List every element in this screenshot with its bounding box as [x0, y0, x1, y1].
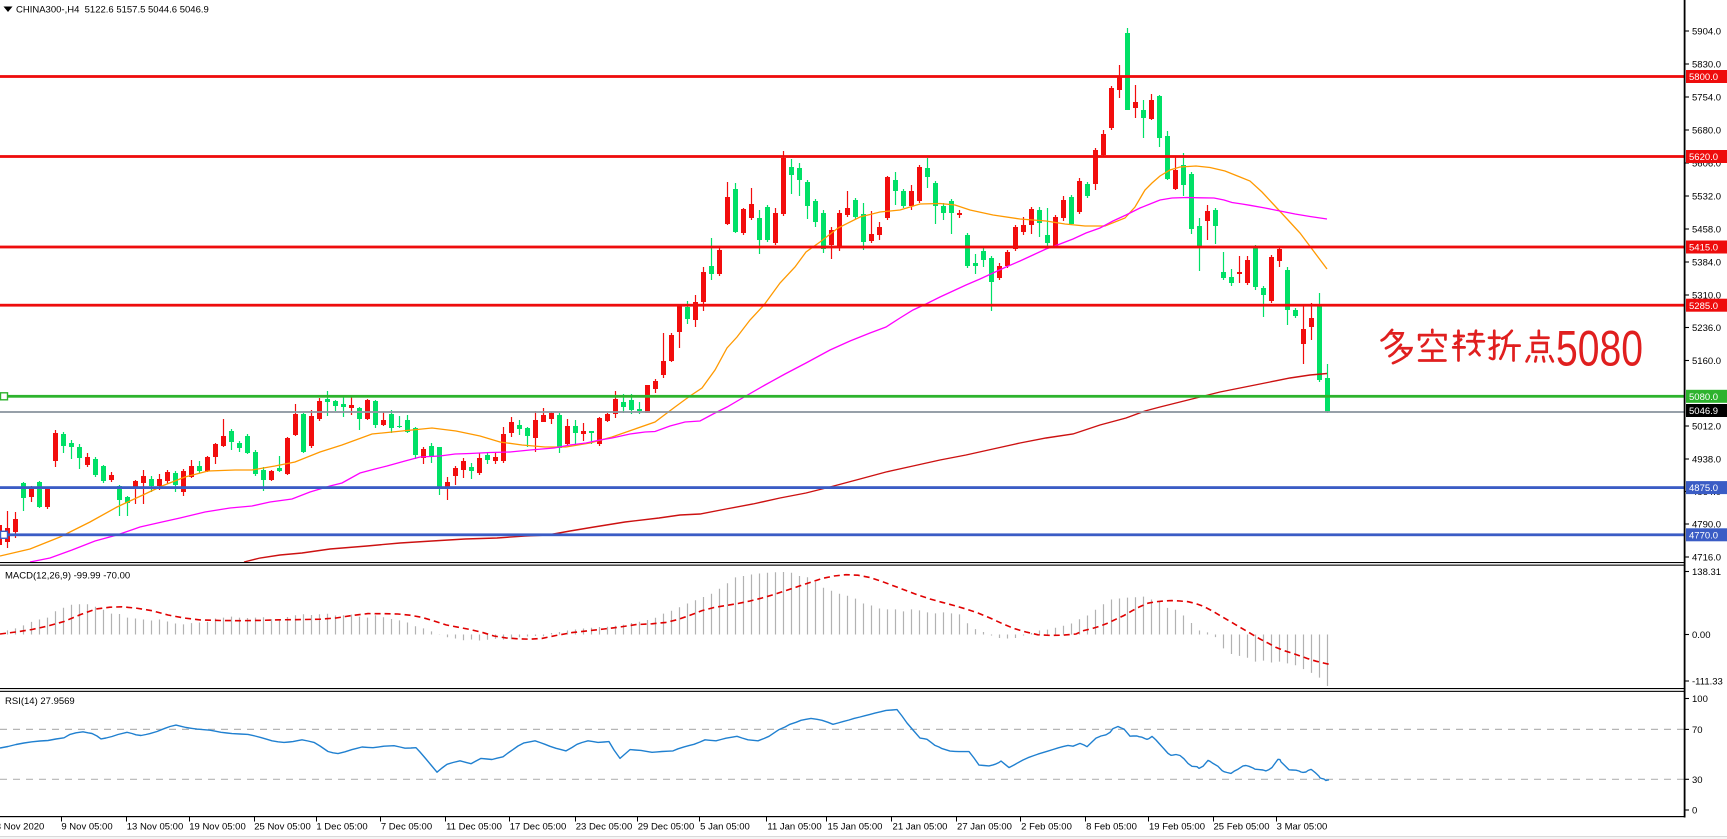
svg-text:19 Nov 05:00: 19 Nov 05:00 — [189, 821, 246, 832]
svg-text:5384.0: 5384.0 — [1692, 258, 1721, 269]
svg-text:-111.33: -111.33 — [1692, 677, 1723, 688]
svg-text:MACD(12,26,9) -99.99 -70.00: MACD(12,26,9) -99.99 -70.00 — [5, 571, 130, 582]
svg-text:4790.0: 4790.0 — [1692, 520, 1721, 531]
svg-text:5680.0: 5680.0 — [1692, 126, 1721, 137]
svg-text:3 Mar 05:00: 3 Mar 05:00 — [1277, 821, 1328, 832]
svg-text:5415.0: 5415.0 — [1689, 243, 1718, 254]
svg-text:138.31: 138.31 — [1692, 567, 1721, 578]
svg-text:5310.0: 5310.0 — [1692, 291, 1721, 302]
svg-text:11 Dec 05:00: 11 Dec 05:00 — [446, 821, 502, 832]
svg-text:9 Nov 05:00: 9 Nov 05:00 — [61, 821, 112, 832]
svg-text:5080.0: 5080.0 — [1689, 392, 1718, 403]
svg-text:5532.0: 5532.0 — [1692, 192, 1721, 203]
svg-text:5904.0: 5904.0 — [1692, 27, 1721, 38]
svg-text:29 Dec 05:00: 29 Dec 05:00 — [638, 821, 695, 832]
svg-text:25 Nov 05:00: 25 Nov 05:00 — [254, 821, 311, 832]
svg-text:2 Feb 05:00: 2 Feb 05:00 — [1021, 821, 1072, 832]
svg-text:100: 100 — [1692, 694, 1708, 705]
svg-text:0: 0 — [1692, 806, 1697, 817]
svg-text:4770.0: 4770.0 — [1689, 530, 1718, 541]
svg-text:5 Jan 05:00: 5 Jan 05:00 — [700, 821, 750, 832]
svg-text:23 Dec 05:00: 23 Dec 05:00 — [576, 821, 633, 832]
svg-text:5800.0: 5800.0 — [1689, 72, 1718, 83]
svg-text:27 Jan 05:00: 27 Jan 05:00 — [957, 821, 1012, 832]
svg-text:5236.0: 5236.0 — [1692, 323, 1721, 334]
svg-text:CHINA300-,H4 5122.6 5157.5 50: CHINA300-,H4 5122.6 5157.5 5044.6 5046.9 — [16, 5, 209, 16]
svg-text:17 Dec 05:00: 17 Dec 05:00 — [510, 821, 567, 832]
svg-text:13 Nov 05:00: 13 Nov 05:00 — [127, 821, 184, 832]
svg-text:5160.0: 5160.0 — [1692, 356, 1721, 367]
svg-text:7 Dec 05:00: 7 Dec 05:00 — [381, 821, 432, 832]
svg-text:70: 70 — [1692, 725, 1703, 736]
svg-text:4875.0: 4875.0 — [1689, 483, 1718, 494]
svg-text:5620.0: 5620.0 — [1689, 152, 1718, 163]
svg-text:4938.0: 4938.0 — [1692, 455, 1721, 466]
svg-text:5754.0: 5754.0 — [1692, 93, 1721, 104]
svg-text:1 Dec 05:00: 1 Dec 05:00 — [316, 821, 367, 832]
svg-text:5012.0: 5012.0 — [1692, 422, 1721, 433]
svg-text:0.00: 0.00 — [1692, 630, 1711, 641]
svg-text:5458.0: 5458.0 — [1692, 225, 1721, 236]
svg-text:5285.0: 5285.0 — [1689, 301, 1718, 312]
svg-text:8 Feb 05:00: 8 Feb 05:00 — [1086, 821, 1137, 832]
svg-text:5080: 5080 — [1556, 321, 1643, 377]
svg-text:RSI(14) 27.9569: RSI(14) 27.9569 — [5, 696, 75, 707]
svg-text:15 Jan 05:00: 15 Jan 05:00 — [828, 821, 883, 832]
svg-text:30: 30 — [1692, 775, 1703, 786]
svg-text:3 Nov 2020: 3 Nov 2020 — [0, 821, 44, 832]
svg-text:5830.0: 5830.0 — [1692, 60, 1721, 71]
svg-text:19 Feb 05:00: 19 Feb 05:00 — [1149, 821, 1205, 832]
svg-text:5606.0: 5606.0 — [1692, 159, 1721, 170]
svg-text:25 Feb 05:00: 25 Feb 05:00 — [1214, 821, 1270, 832]
svg-text:5046.9: 5046.9 — [1689, 406, 1718, 417]
svg-text:4716.0: 4716.0 — [1692, 553, 1721, 564]
svg-text:21 Jan 05:00: 21 Jan 05:00 — [893, 821, 948, 832]
svg-text:11 Jan 05:00: 11 Jan 05:00 — [767, 821, 821, 832]
